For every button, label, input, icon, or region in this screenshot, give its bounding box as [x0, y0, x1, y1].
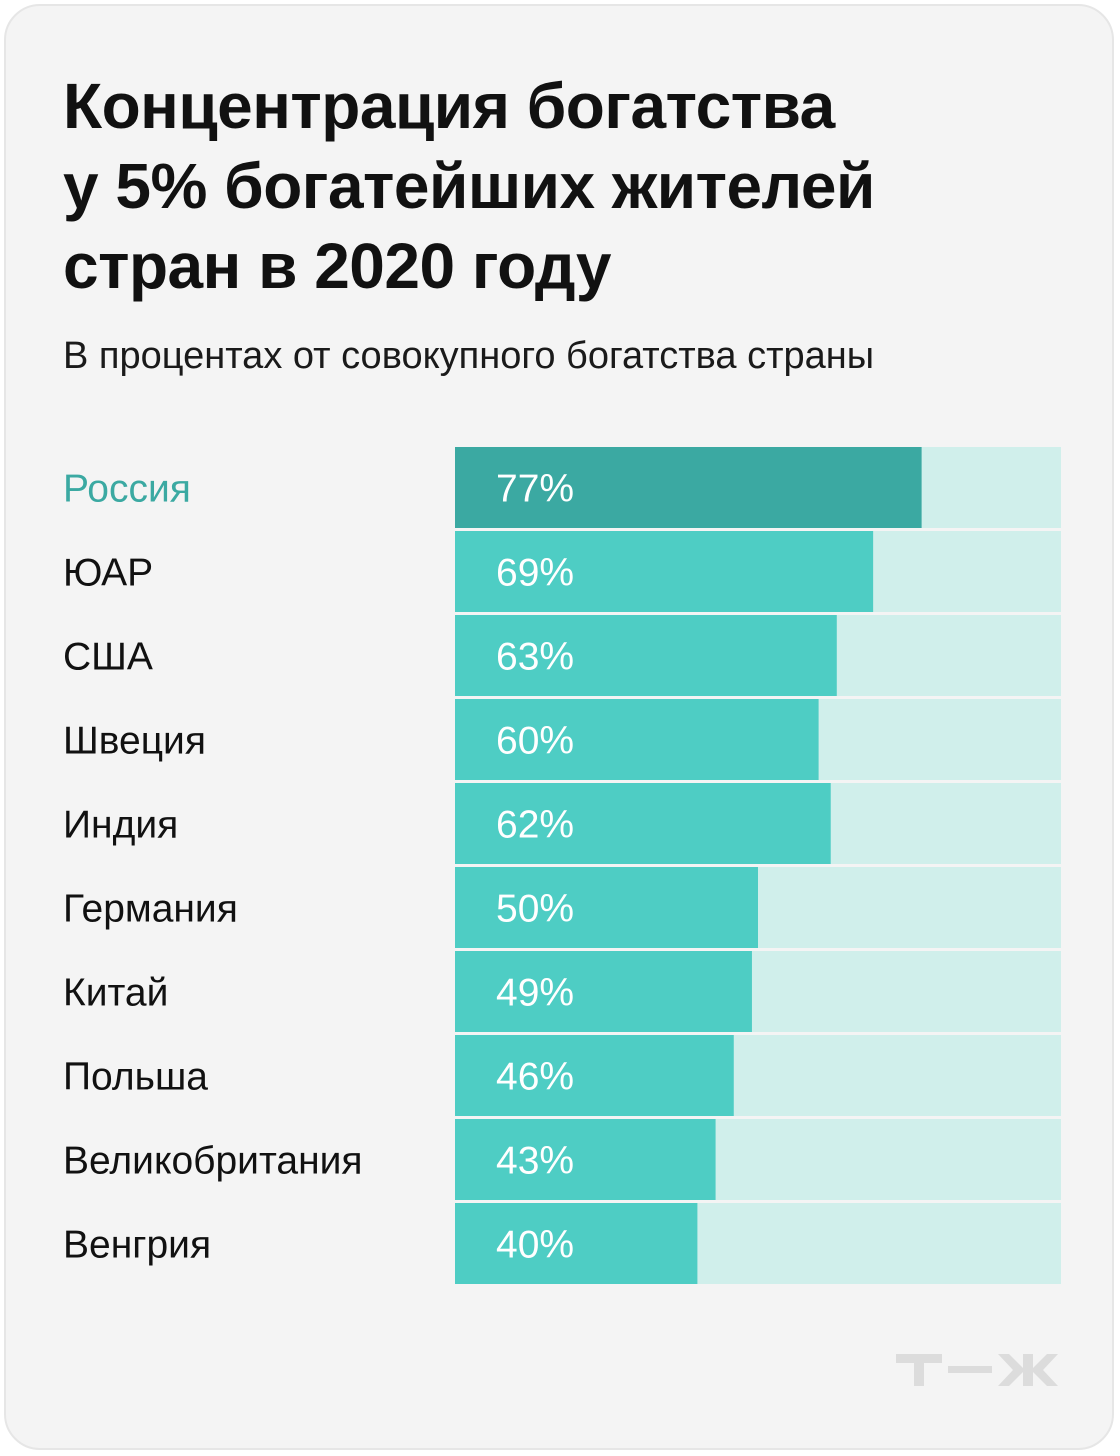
- category-label: Великобритания: [63, 1140, 363, 1183]
- bar: [455, 1035, 734, 1116]
- category-label: Польша: [63, 1056, 208, 1099]
- category-label: Россия: [63, 468, 191, 511]
- tzh-logo-icon: [896, 1354, 1058, 1386]
- bar: [455, 447, 922, 528]
- bar-value-label: 60%: [496, 720, 574, 763]
- category-label: ЮАР: [63, 552, 153, 595]
- category-label: Китай: [63, 972, 168, 1015]
- category-label: Германия: [63, 888, 238, 931]
- bar-value-label: 49%: [496, 972, 574, 1015]
- bar-value-label: 46%: [496, 1056, 574, 1099]
- category-label: США: [63, 636, 153, 679]
- logo-zh-right: [1033, 1354, 1058, 1386]
- bar-value-label: 63%: [496, 636, 574, 679]
- bar: [455, 1203, 698, 1284]
- logo-zh-stem: [1023, 1354, 1033, 1386]
- bar: [455, 1119, 716, 1200]
- bar-value-label: 43%: [496, 1140, 574, 1183]
- category-label: Венгрия: [63, 1224, 211, 1267]
- chart-title-line-3: стран в 2020 году: [63, 230, 611, 302]
- category-label: Швеция: [63, 720, 206, 763]
- bar-value-label: 69%: [496, 552, 574, 595]
- chart-subtitle: В процентах от совокупного богатства стр…: [63, 335, 875, 377]
- bar-value-label: 50%: [496, 888, 574, 931]
- bar: [455, 531, 874, 612]
- bar-chart: 77% Россия 69% ЮАР 63% США 60% Швеция 62% Индия 50…: [63, 447, 1061, 1284]
- category-label: Индия: [63, 804, 178, 847]
- bar-value-label: 40%: [496, 1224, 574, 1267]
- bar: [455, 615, 837, 696]
- bar: [455, 783, 831, 864]
- bar-value-label: 77%: [496, 468, 574, 511]
- bar: [455, 867, 758, 948]
- bar: [455, 951, 752, 1032]
- logo-t-stem: [914, 1354, 924, 1386]
- chart-title-line-1: Концентрация богатства: [63, 70, 835, 142]
- logo-zh-left: [998, 1354, 1023, 1386]
- logo-dash: [948, 1366, 992, 1373]
- chart-title: Концентрация богатства у 5% богатейших ж…: [63, 66, 1063, 306]
- chart-title-line-2: у 5% богатейших жителей: [63, 150, 875, 222]
- bar-value-label: 62%: [496, 804, 574, 847]
- chart-card: Концентрация богатства у 5% богатейших ж…: [4, 4, 1114, 1450]
- bar: [455, 699, 819, 780]
